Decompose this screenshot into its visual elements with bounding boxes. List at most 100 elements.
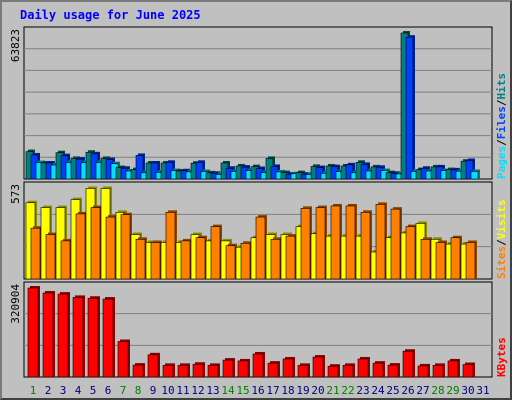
bottom-bar-kbytes-28 [432,365,444,378]
top-legend: Pages/Files/Hits [495,73,508,179]
bottom-bar-kbytes-21 [327,365,339,378]
day-label-4: 4 [75,384,82,397]
middle-bar-sites-14 [225,245,236,280]
middle-bar-sites-4 [75,213,86,280]
bottom-bar-kbytes-2 [42,292,54,378]
middle-bar-sites-8 [135,238,146,280]
bottom-bar-kbytes-15 [237,360,249,378]
bottom-legend: KBytes [495,337,508,377]
day-label-6: 6 [105,384,112,397]
middle-bar-sites-18 [285,235,296,280]
middle-bar-sites-15 [240,242,251,280]
middle-bar-sites-29 [450,237,461,280]
middle-bar-sites-3 [60,240,71,280]
bottom-bar-kbytes-5 [87,297,99,378]
bottom-bar-kbytes-18 [282,358,294,378]
bottom-bar-kbytes-8 [132,364,144,378]
bottom-bar-kbytes-10 [162,365,174,378]
legend-visits: Visits [495,200,508,240]
bottom-bar-kbytes-19 [297,365,309,378]
top-bar-files-8 [135,155,144,180]
top-ymax-label: 63823 [9,29,22,62]
day-label-9: 9 [150,384,157,397]
middle-bar-sites-23 [360,211,371,280]
day-label-12: 12 [191,384,204,397]
bottom-bar-kbytes-13 [207,365,219,378]
day-label-16: 16 [251,384,264,397]
bottom-ymax-label: 320904 [9,284,22,324]
bottom-bar-kbytes-27 [417,365,429,378]
bottom-bar-kbytes-3 [57,293,69,378]
bottom-bar-kbytes-26 [402,350,414,378]
bottom-bar-kbytes-4 [72,297,84,378]
middle-bar-sites-12 [195,237,206,280]
middle-bar-sites-10 [165,211,176,280]
middle-bar-sites-22 [345,205,356,280]
middle-bar-sites-2 [45,234,56,280]
middle-bar-sites-6 [105,216,116,280]
bottom-bar-kbytes-24 [372,362,384,378]
legend-sites: Sites [495,246,508,279]
middle-bar-sites-17 [270,238,281,280]
day-label-7: 7 [120,384,127,397]
day-label-8: 8 [135,384,142,397]
day-label-19: 19 [296,384,309,397]
middle-bar-sites-30 [465,242,476,280]
middle-bar-sites-28 [435,242,446,280]
legend-kbytes: KBytes [495,337,508,377]
day-label-17: 17 [266,384,279,397]
bottom-bar-kbytes-22 [342,365,354,378]
day-label-15: 15 [236,384,249,397]
top-bar-pages-30 [470,171,479,180]
middle-bar-sites-9 [150,242,161,280]
bottom-bar-kbytes-14 [222,359,234,378]
day-label-14: 14 [221,384,235,397]
bottom-bar-kbytes-20 [312,356,324,378]
bottom-bar-kbytes-1 [27,287,39,378]
day-label-13: 13 [206,384,219,397]
day-label-27: 27 [416,384,429,397]
bottom-bar-kbytes-23 [357,358,369,378]
middle-bar-sites-5 [90,207,101,280]
day-label-30: 30 [461,384,474,397]
middle-bar-sites-20 [315,207,326,280]
day-label-5: 5 [90,384,97,397]
day-label-25: 25 [386,384,399,397]
bottom-bar-kbytes-9 [147,354,159,378]
bottom-bar-kbytes-16 [252,353,264,378]
day-label-22: 22 [341,384,354,397]
middle-bar-sites-13 [210,226,221,280]
middle-bar-sites-24 [375,204,386,280]
day-label-2: 2 [45,384,52,397]
day-label-11: 11 [176,384,189,397]
day-label-26: 26 [401,384,414,397]
middle-bar-sites-7 [120,214,131,280]
day-label-18: 18 [281,384,294,397]
day-label-24: 24 [371,384,385,397]
middle-bar-sites-11 [180,240,191,280]
day-label-28: 28 [431,384,444,397]
top-bar-files-26 [405,36,414,180]
bottom-bar-kbytes-25 [387,364,399,378]
legend-hits: Hits [495,73,508,100]
bottom-bar-kbytes-17 [267,362,279,378]
day-label-20: 20 [311,384,324,397]
bottom-bar-kbytes-7 [117,341,129,378]
legend-files: Files [495,106,508,139]
middle-ymax-label: 573 [9,184,22,204]
day-label-10: 10 [161,384,174,397]
bottom-bar-kbytes-11 [177,365,189,378]
day-label-31: 31 [476,384,489,397]
middle-bar-sites-19 [300,208,311,280]
middle-bar-sites-16 [255,216,266,280]
middle-bar-sites-1 [30,227,41,280]
bottom-bar-kbytes-29 [447,360,459,378]
chart-title: Daily usage for June 2025 [20,8,201,22]
middle-bar-sites-27 [420,238,431,280]
day-label-23: 23 [356,384,369,397]
bottom-bar-kbytes-6 [102,298,114,378]
legend-pages: Pages [495,146,508,179]
bottom-bar-kbytes-30 [462,364,474,378]
day-label-21: 21 [326,384,339,397]
